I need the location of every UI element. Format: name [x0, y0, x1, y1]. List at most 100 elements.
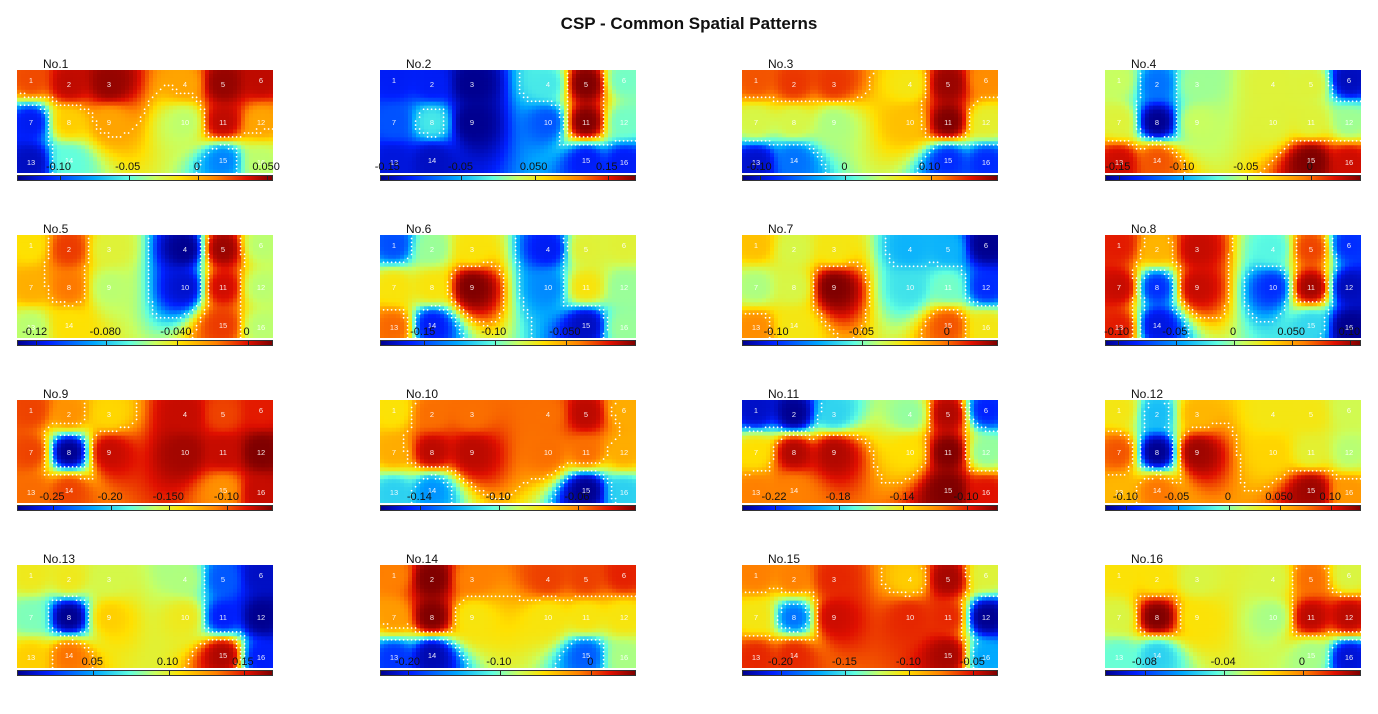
contour-point: [79, 473, 82, 476]
contour-point: [892, 261, 895, 264]
contour-point: [87, 650, 90, 653]
tick-label: -0.10: [486, 491, 511, 503]
contour-point: [944, 308, 947, 311]
contour-point: [71, 638, 74, 641]
contour-point: [1175, 481, 1178, 484]
topomap: 1 2 3 4 5 6 7 8 9 10 11 12 13 14 15 16: [1105, 565, 1361, 668]
contour-point: [203, 116, 206, 119]
contour-point: [1323, 293, 1326, 295]
electrode-label: 14: [65, 156, 73, 165]
contour-point: [1183, 320, 1186, 323]
contour-point: [1119, 473, 1122, 476]
contour-point: [1327, 587, 1330, 590]
contour-point: [864, 269, 867, 272]
electrode-label: 8: [430, 118, 434, 127]
colorbar-tick: [423, 341, 425, 345]
contour-point: [518, 281, 521, 284]
colorbar-tick: [909, 671, 911, 675]
contour-point: [816, 422, 819, 425]
contour-point: [1283, 147, 1286, 150]
contour-point: [394, 308, 397, 311]
contour-point: [796, 100, 799, 103]
colorbar-tick: [930, 176, 932, 180]
contour-point: [832, 265, 835, 268]
electrode-label: 7: [392, 283, 396, 292]
contour-point: [494, 595, 497, 598]
contour-point: [594, 470, 597, 472]
contour-point: [1179, 477, 1182, 480]
electrode-label: 11: [582, 448, 590, 457]
contour-point: [418, 466, 421, 468]
contour-point: [968, 128, 971, 130]
electrode-label: 1: [392, 76, 396, 85]
contour-point: [924, 132, 927, 134]
contour-point: [438, 638, 441, 641]
electrode-label: 14: [790, 321, 798, 330]
contour-point: [1155, 470, 1158, 472]
contour-point: [748, 96, 751, 99]
contour-point: [175, 92, 178, 95]
contour-point: [518, 599, 521, 602]
contour-point: [976, 470, 979, 472]
electrode-label: 4: [546, 245, 550, 254]
contour-point: [816, 100, 819, 103]
contour-point: [1135, 281, 1138, 284]
contour-point: [852, 261, 855, 264]
contour-point: [1323, 265, 1326, 268]
contour-point: [852, 434, 855, 437]
contour-point: [1327, 84, 1330, 87]
contour-point: [1283, 473, 1286, 476]
contour-point: [1323, 140, 1326, 142]
contour-point: [51, 454, 54, 456]
contour-point: [920, 100, 923, 103]
contour-point: [1311, 301, 1314, 303]
electrode-label: 5: [221, 575, 225, 584]
contour-point: [518, 92, 521, 95]
contour-point: [602, 84, 605, 87]
tick-label: 0: [841, 161, 847, 173]
contour-point: [91, 450, 94, 452]
electrode-label: 10: [544, 613, 552, 622]
electrode-label: 15: [582, 321, 590, 330]
contour-point: [486, 261, 489, 264]
contour-point: [574, 143, 577, 146]
contour-point: [43, 466, 46, 468]
contour-point: [458, 473, 461, 476]
contour-point: [784, 638, 787, 641]
contour-point: [562, 261, 565, 264]
contour-point: [968, 579, 971, 582]
contour-point: [968, 627, 971, 629]
contour-point: [756, 312, 759, 315]
contour-point: [764, 426, 767, 429]
contour-point: [1167, 147, 1170, 150]
contour-point: [944, 265, 947, 268]
contour-point: [1139, 253, 1142, 256]
contour-point: [964, 320, 967, 323]
contour-point: [390, 261, 393, 264]
contour-point: [83, 265, 86, 268]
contour-point: [892, 265, 895, 268]
contour-point: [1171, 293, 1174, 295]
contour-point: [239, 273, 242, 276]
contour-point: [1143, 245, 1146, 248]
contour-point: [964, 426, 967, 429]
contour-point: [1167, 241, 1170, 244]
contour-point: [382, 638, 385, 641]
contour-point: [924, 72, 927, 75]
contour-point: [748, 426, 751, 429]
contour-point: [1275, 155, 1278, 158]
contour-point: [566, 96, 569, 99]
contour-point: [932, 261, 935, 264]
contour-point: [1135, 143, 1138, 146]
contour-point: [199, 289, 202, 291]
contour-point: [876, 470, 879, 472]
contour-point: [976, 422, 979, 425]
electrode-label: 1: [29, 571, 33, 580]
contour-point: [956, 308, 959, 311]
contour-point: [582, 143, 585, 146]
contour-point: [1135, 493, 1138, 496]
contour-point: [1231, 434, 1234, 437]
electrode-label: 6: [984, 241, 988, 250]
contour-point: [558, 466, 561, 468]
contour-point: [31, 104, 34, 107]
